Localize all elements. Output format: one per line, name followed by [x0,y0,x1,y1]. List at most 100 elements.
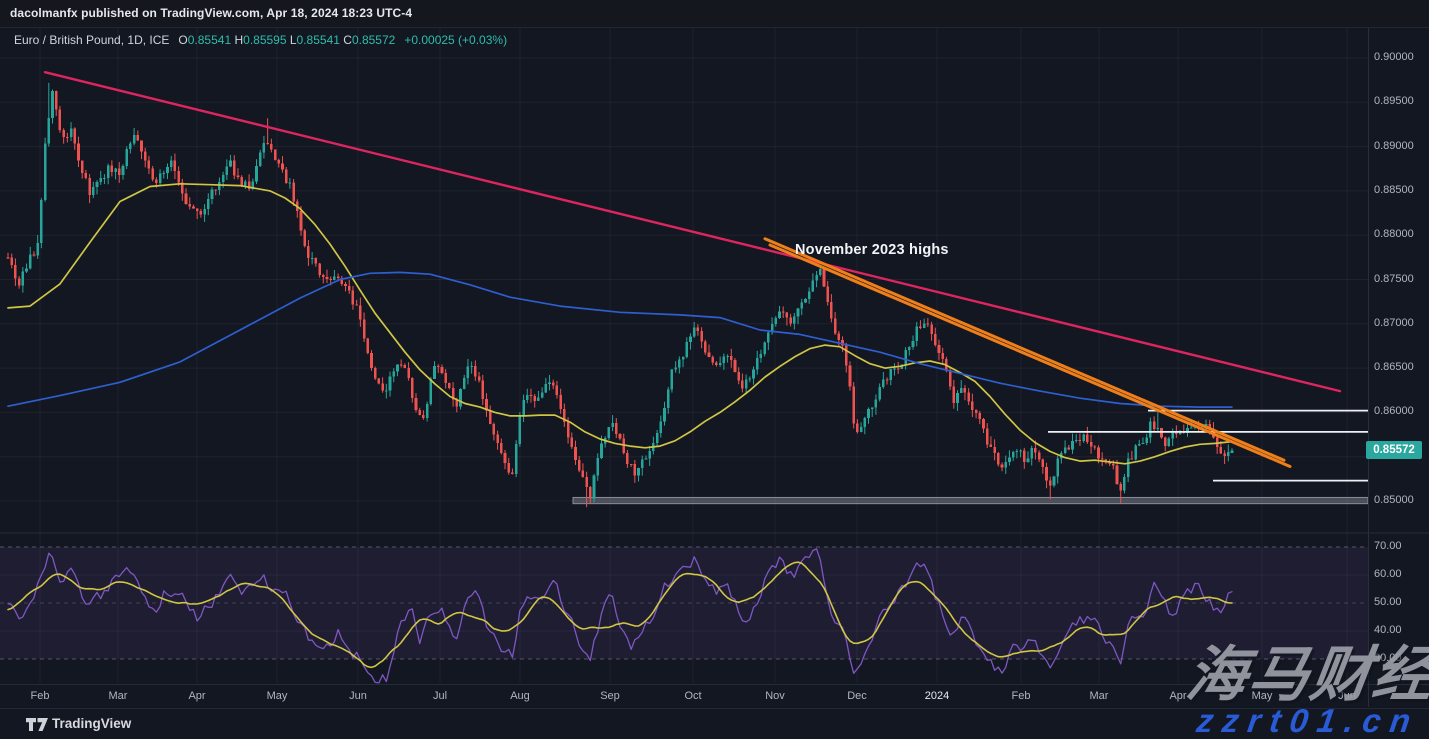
candle-up [525,395,529,401]
rsi-tick-label: 30.00 [1374,652,1402,664]
candle-up [1230,450,1234,454]
brand-name[interactable]: TradingView [52,716,132,731]
candle-down [551,382,555,386]
candle-down [848,365,852,387]
candle-up [158,173,162,183]
candle-down [737,372,740,381]
candle-down [707,352,711,357]
candle-up [244,181,247,186]
candle-up [1149,421,1152,438]
candle-up [596,457,600,476]
candle-down [563,409,566,423]
candle-down [496,434,499,444]
candle-up [206,198,210,210]
candle-up [882,379,885,387]
candle-up [640,459,644,468]
price-tick-label: 0.88000 [1374,228,1414,241]
candle-down [481,380,485,399]
time-tick-label: May [266,690,288,702]
candle-up [466,366,470,379]
candle-down [622,438,626,454]
candle-down [299,211,303,231]
candle-down [136,134,140,141]
candle-up [655,432,659,444]
candle-down [140,140,143,152]
candle-down [570,437,574,448]
candle-down [110,165,114,173]
annotation-november-2023-highs: November 2023 highs [795,242,949,258]
candle-up [1011,451,1015,458]
candle-up [229,160,232,167]
candle-down [500,443,503,454]
candle-down [1119,483,1123,491]
candle-down [232,160,236,176]
chart-legend[interactable]: Euro / British Pound, 1D, ICE O0.85541 H… [14,33,507,47]
candle-down [1000,464,1004,468]
time-tick-label: Mar [108,690,128,702]
candle-down [1223,453,1226,457]
candle-down [937,344,941,353]
symbol-title[interactable]: Euro / British Pound, 1D, ICE [14,33,170,47]
candle-up [607,427,611,439]
candle-up [1226,452,1230,457]
candle-down [325,276,329,280]
price-tick-label: 0.86000 [1374,405,1414,418]
candle-down [1022,450,1026,462]
candle-up [908,347,911,350]
candle-down [314,257,318,264]
candle-down [844,345,848,366]
candle-up [114,168,117,173]
candle-down [700,331,703,342]
rsi-tick-label: 40.00 [1374,624,1402,636]
trendline-orange[interactable] [768,243,1292,468]
candle-down [303,230,307,246]
price-tick-label: 0.88500 [1374,183,1414,196]
candle-up [385,390,388,392]
candle-down [359,305,362,320]
candle-up [162,173,166,175]
candle-down [626,453,629,465]
candle-down [403,364,407,368]
trendline-pink[interactable] [43,70,1342,393]
candle-down [329,279,332,281]
candle-up [544,383,548,393]
candle-up [770,323,774,333]
candle-down [155,179,158,183]
time-tick-label: May [1251,690,1273,702]
candle-up [51,90,54,118]
candle-up [1126,458,1130,478]
candle-up [121,165,125,175]
candle-up [659,421,663,433]
candle-up [804,299,807,303]
candle-down [181,182,184,194]
candle-down [377,378,381,384]
candle-up [288,182,292,184]
candle-up [106,165,110,178]
support-band[interactable] [572,496,1369,505]
candle-up [1137,443,1141,446]
change-value: +0.00025 (+0.03%) [404,33,508,47]
candle-down [192,206,195,209]
candle-down [852,386,855,424]
ohlc-value: 0.85541 [187,33,235,47]
candle-up [25,268,28,272]
candle-up [21,271,25,286]
rsi-tick-label: 50.00 [1374,596,1402,608]
candle-down [971,401,974,411]
price-tick-label: 0.86500 [1374,361,1414,374]
price-tick-label: 0.89000 [1374,139,1414,152]
time-tick-label: Apr [188,690,206,702]
candle-down [236,175,240,177]
trendline-orange[interactable] [763,237,1286,462]
candle-up [904,349,907,365]
candle-up [718,363,722,366]
tradingview-logo-icon[interactable] [25,717,49,732]
candle-up [796,308,800,317]
candle-down [841,340,844,346]
candle-up [1156,427,1160,429]
rsi-band-fill [0,547,1368,659]
candle-up [218,182,221,190]
candle-up [125,148,128,166]
candle-up [40,199,43,243]
